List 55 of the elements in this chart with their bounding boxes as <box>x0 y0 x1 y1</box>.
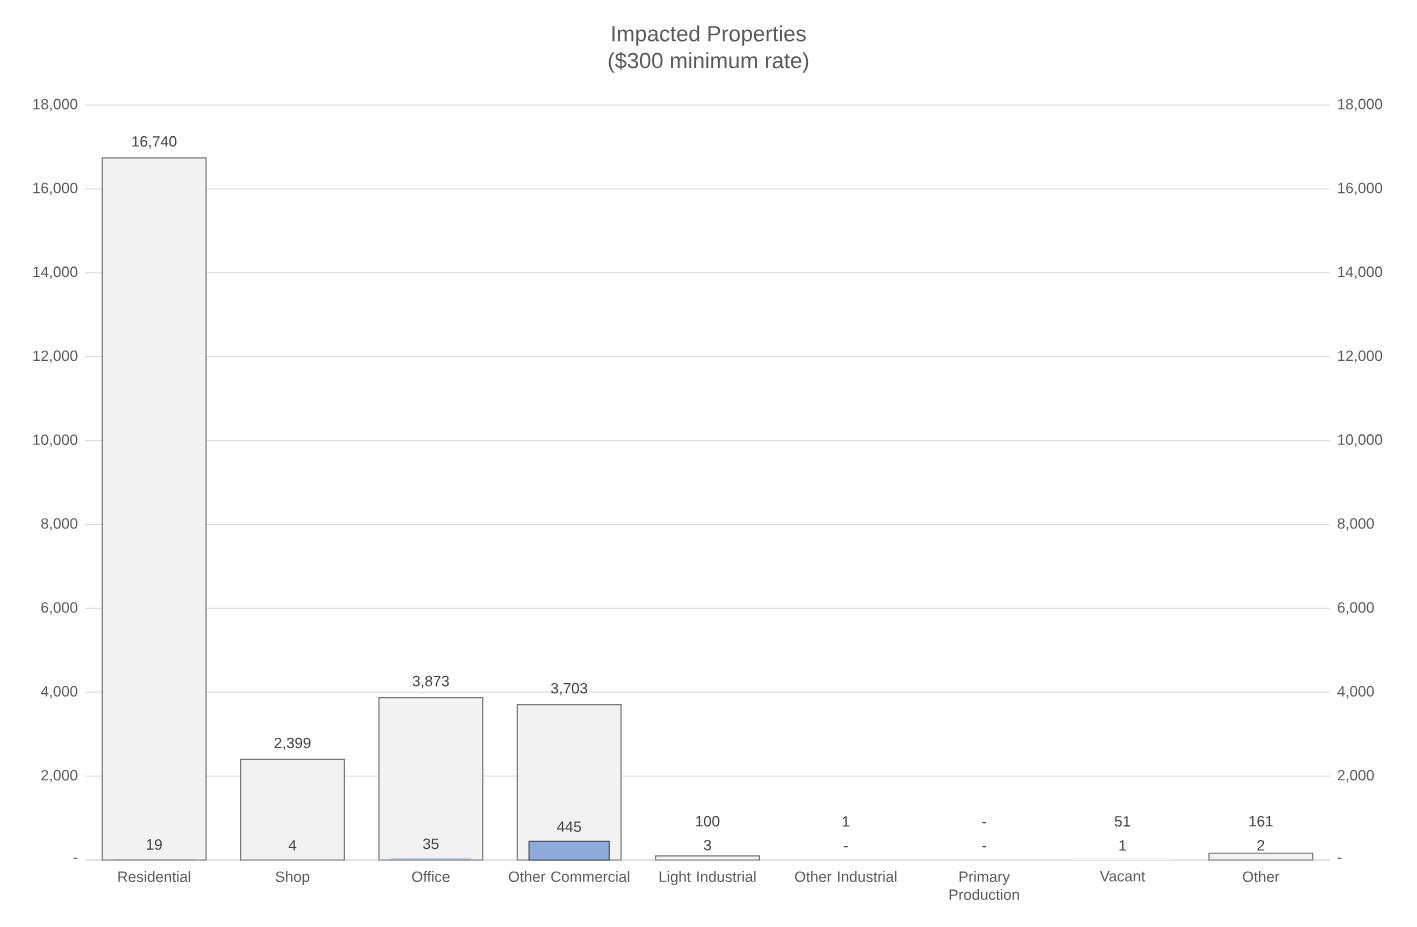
data-label: - <box>844 846 848 848</box>
x-tick-label: Primary Production <box>949 871 1019 900</box>
data-label: - <box>982 822 986 824</box>
y-tick-label: 6,000 <box>41 602 78 615</box>
bar <box>240 758 345 861</box>
data-label: 16,740 <box>132 136 177 149</box>
y2-tick-label: 14,000 <box>1338 266 1383 279</box>
data-label: 19 <box>146 839 162 850</box>
x-tick-label: Light Industrial <box>659 871 756 885</box>
data-label: 445 <box>557 821 582 832</box>
y-tick-label: 16,000 <box>33 182 78 196</box>
data-label: 3,703 <box>551 682 588 696</box>
y-tick-label: 14,000 <box>33 266 78 279</box>
y2-tick-label: 18,000 <box>1338 98 1383 112</box>
bar <box>378 696 484 861</box>
bar <box>1208 852 1314 861</box>
x-tick-label: Other Commercial <box>508 871 630 883</box>
data-label: 35 <box>423 838 439 850</box>
x-tick-label: Vacant <box>1099 871 1146 882</box>
data-label: 4 <box>288 840 297 851</box>
y-tick-label: 18,000 <box>33 98 78 112</box>
y2-tick-label: 12,000 <box>1338 350 1383 363</box>
chart-title: Impacted Properties <box>612 25 806 46</box>
y2-tick-label: 6,000 <box>1337 602 1374 615</box>
bar <box>655 855 760 861</box>
data-label: 1 <box>1119 840 1126 851</box>
data-label: 2 <box>1257 840 1265 851</box>
x-tick-label: Other Industrial <box>795 871 897 883</box>
y2-tick-label: 10,000 <box>1338 434 1383 447</box>
data-label: 161 <box>1249 815 1273 827</box>
chart-subtitle: ($300 minimum rate) <box>608 51 809 73</box>
data-label: 3 <box>703 839 712 851</box>
data-label: 1 <box>842 816 850 827</box>
y-tick-label: 2,000 <box>41 769 78 783</box>
y2-tick-label: - <box>1337 857 1342 859</box>
y-tick-label: 12,000 <box>33 350 78 363</box>
x-tick-label: Shop <box>275 871 310 885</box>
y-tick-label: 8,000 <box>41 518 78 531</box>
data-label: 3,873 <box>412 675 449 689</box>
y-tick-label: 4,000 <box>40 686 78 699</box>
y2-tick-label: 2,000 <box>1337 769 1374 783</box>
x-tick-label: Other <box>1242 871 1280 883</box>
data-label: 51 <box>1114 816 1131 827</box>
x-tick-label: Office <box>412 871 450 883</box>
y-tick-label: - <box>73 857 78 859</box>
x-tick-label: Residential <box>118 871 191 883</box>
y2-tick-label: 16,000 <box>1338 182 1383 196</box>
bar <box>101 157 207 861</box>
data-label: 100 <box>696 815 720 827</box>
data-label: 2,399 <box>274 737 311 750</box>
data-label: - <box>982 846 986 848</box>
y2-tick-label: 8,000 <box>1337 518 1374 531</box>
y-tick-label: 10,000 <box>33 434 78 447</box>
y2-tick-label: 4,000 <box>1337 686 1374 699</box>
bar <box>516 704 622 861</box>
